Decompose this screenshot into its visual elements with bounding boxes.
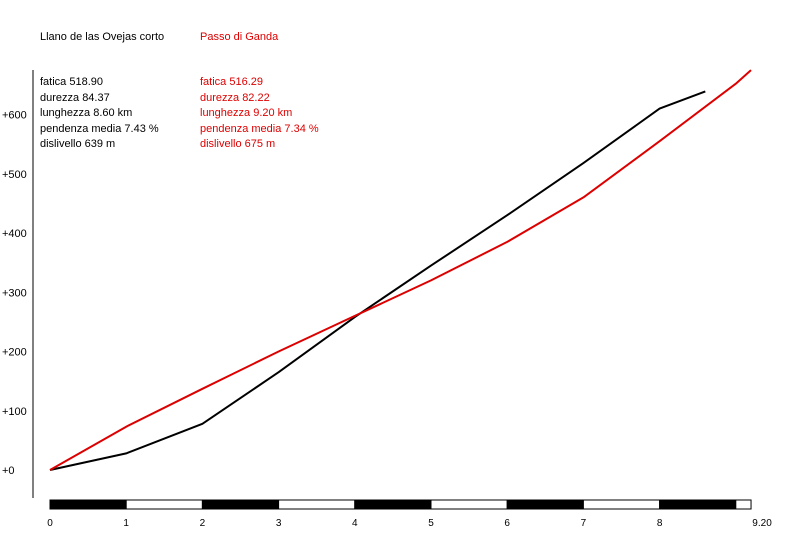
legend-title-series-1: Llano de las Ovejas corto [40,31,165,43]
stat-pendenza: pendenza media 7.34 % [200,122,319,135]
km-bar-segment [49,499,127,510]
stat-lunghezza: lunghezza 8.60 km [40,107,133,119]
stats-block-series-2: fatica 516.29 durezza 82.22 lunghezza 9.… [200,75,319,153]
y-tick-label: +0 [2,465,15,477]
y-tick-label: +600 [2,110,27,122]
stat-fatica: fatica 516.29 [200,76,263,88]
y-tick-label: +200 [2,347,27,359]
km-bar-segment [506,499,584,510]
x-tick-label: 7 [581,518,587,529]
x-tick-label: 6 [504,518,510,529]
x-tick-label: 1 [123,518,129,529]
y-tick-label: +500 [2,169,27,181]
y-tick-label: +400 [2,228,27,240]
x-tick-label: 0 [47,518,53,529]
stat-pendenza: pendenza media 7.43 % [40,122,159,135]
series-line-1 [49,90,706,471]
stat-lunghezza: lunghezza 9.20 km [200,107,293,119]
stat-durezza: durezza 84.37 [40,91,110,104]
legend-title-series-2: Passo di Ganda [200,31,279,43]
x-tick-label: 4 [352,518,358,529]
x-tick-label: 5 [428,518,434,529]
series-line-2 [49,69,752,471]
y-tick-label: +300 [2,287,27,299]
km-bar-segment [659,499,737,510]
km-bar-segment [582,499,661,510]
km-bar-segment [278,499,356,510]
x-tick-label: 2 [200,518,206,529]
stat-durezza: durezza 82.22 [200,91,270,104]
stat-dislivello: dislivello 675 m [200,138,276,150]
stat-dislivello: dislivello 639 m [40,138,116,150]
km-bar-segment [125,499,203,510]
x-tick-label: 3 [276,518,282,529]
y-tick-label: +100 [2,406,27,418]
stat-fatica: fatica 518.90 [40,76,103,88]
x-tick-label: 8 [657,518,663,529]
stats-block-series-1: fatica 518.90 durezza 84.37 lunghezza 8.… [40,75,159,153]
x-tick-label: 9.20 [752,518,772,529]
km-bar-segment [354,499,432,510]
km-bar-segment [201,499,280,510]
km-bar-segment [430,499,508,510]
km-bar-segment [735,499,752,510]
